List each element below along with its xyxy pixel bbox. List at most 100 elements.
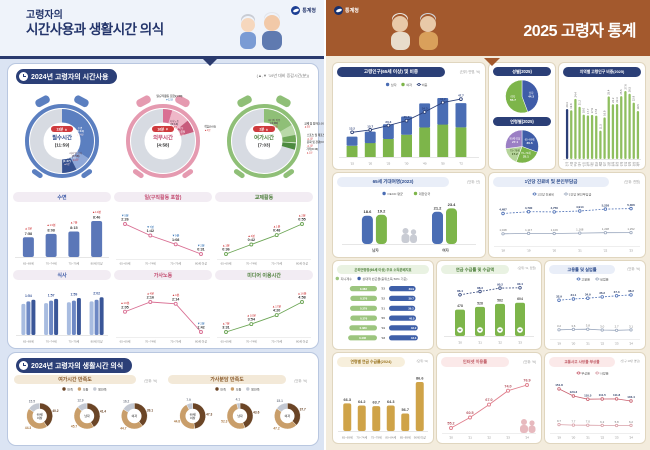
svg-text:남자: 남자 (237, 413, 243, 418)
svg-text:22.9: 22.9 (632, 95, 636, 101)
svg-text:20.3: 20.3 (385, 120, 391, 124)
svg-text:▲1분: ▲1분 (222, 242, 230, 247)
svg-text:44.3: 44.3 (25, 426, 31, 430)
svg-text:'22: '22 (604, 249, 608, 253)
svg-text:16분 ▼: 16분 ▼ (157, 126, 168, 131)
svg-text:'21: '21 (586, 342, 590, 346)
svg-text:7:58: 7:58 (25, 232, 33, 236)
svg-text:4.1: 4.1 (236, 398, 241, 402)
svg-text:17.2: 17.2 (512, 152, 518, 156)
svg-text:(1:58): (1:58) (72, 154, 80, 158)
svg-text:90.4: 90.4 (517, 282, 523, 286)
svg-text:75~79세: 75~79세 (271, 261, 282, 266)
chart-chores-satisfaction: 만족 보통 불만족 47.3 44.8 7.9 65세 이상 43.6 52.3 4.1 남자 37.7… (169, 385, 311, 441)
svg-text:70~74세: 70~74세 (356, 435, 367, 440)
svg-text:8:08: 8:08 (47, 228, 55, 232)
svg-text:'23: '23 (615, 436, 619, 440)
svg-text:스포츠 및 레포츠(0:54): 스포츠 및 레포츠(0:54) (307, 133, 324, 137)
svg-text:16.9: 16.9 (603, 110, 607, 116)
left-poster-title: 고령자의 시간사용과 생활시간 의식 (26, 10, 164, 38)
svg-text:17.7: 17.7 (586, 108, 590, 114)
svg-text:0.376: 0.376 (360, 297, 367, 301)
svg-text:76.9: 76.9 (523, 379, 530, 383)
svg-text:1,252: 1,252 (627, 227, 635, 231)
svg-text:5,306: 5,306 (627, 203, 635, 207)
svg-text:1,048: 1,048 (499, 228, 507, 232)
svg-text:전국: 전국 (565, 161, 569, 166)
svg-text:22.3: 22.3 (615, 97, 619, 103)
svg-text:36.2: 36.2 (599, 291, 605, 295)
svg-text:86.4: 86.4 (457, 289, 463, 293)
elderly-couple-illustration (391, 13, 438, 50)
svg-text:▲14분: ▲14분 (76, 133, 84, 137)
chart-pension: 478 ₩ '20 528 ₩ '21 582 ₩ '22 604 ₩ '23 86.4 88.3 90.2… (440, 275, 538, 345)
svg-text:65~69세: 65~69세 (120, 339, 131, 344)
panel-employment: 고용률 및 실업률 (단위: %) 고용률 실업률 32.9 34.1 34.9 36.2… (544, 260, 646, 350)
svg-text:80세 이상: 80세 이상 (296, 339, 308, 344)
svg-text:'20: '20 (552, 249, 556, 253)
svg-text:0:42: 0:42 (248, 238, 255, 242)
svg-text:이상: 이상 (37, 415, 43, 420)
svg-text:86.6: 86.6 (416, 377, 423, 381)
svg-text:7.7: 7.7 (571, 419, 575, 423)
unit-label: (인구 10만 명당) (620, 359, 640, 363)
svg-text:₩: ₩ (519, 328, 522, 332)
svg-text:▲10분: ▲10분 (247, 312, 256, 317)
svg-text:▼2분: ▼2분 (197, 320, 205, 325)
svg-text:대전: 대전 (590, 161, 594, 166)
svg-text:8:46: 8:46 (93, 216, 101, 220)
svg-text:(1:33): (1:33) (177, 129, 185, 133)
svg-text:'24: '24 (629, 342, 633, 346)
svg-text:16.2: 16.2 (123, 400, 129, 404)
svg-text:18.0: 18.0 (582, 107, 586, 113)
svg-text:64.3: 64.3 (387, 400, 394, 404)
svg-text:25.4: 25.4 (607, 89, 611, 95)
right-poster-title: 2025 고령자 통계 (523, 23, 636, 40)
svg-text:70~74세: 70~74세 (521, 151, 531, 155)
svg-text:1인당 본인부담금: 1인당 본인부담금 (569, 191, 592, 196)
chart-card-social: 교제활동 0:36 ▲1분 65~69세 0:42 ▲4분 70~74세 0:48 ▲1분 75… (215, 192, 313, 268)
svg-text:38.2: 38.2 (628, 289, 634, 293)
svg-text:41.4: 41.4 (100, 410, 106, 414)
svg-text:OECD 평균: OECD 평균 (387, 191, 403, 196)
svg-text:이동: 이동 (179, 126, 184, 130)
panel-internet-usage: 인터넷 이용률 (단위: %) 55.2 '20 60.5 '21 67.0 '22 74.… (436, 352, 542, 444)
svg-text:충남: 충남 (615, 161, 619, 166)
svg-text:15.7: 15.7 (367, 124, 373, 128)
panel-traffic-accident: 교통사고 사망률·부상률 (인구 10만 명당) 부상률 사망률 151.8 123.… (544, 352, 646, 444)
svg-text:3:54: 3:54 (248, 318, 256, 322)
svg-text:15.5: 15.5 (29, 399, 35, 403)
svg-text:'18: '18 (381, 336, 385, 340)
svg-text:4,914: 4,914 (576, 205, 584, 209)
svg-text:4,790: 4,790 (525, 206, 533, 210)
svg-text:'72: '72 (459, 162, 463, 166)
svg-text:3.2: 3.2 (557, 324, 561, 328)
svg-text:전북: 전북 (619, 161, 623, 166)
chart-title-housework: 가사노동 (114, 270, 212, 280)
svg-text:(2:14): (2:14) (171, 122, 179, 126)
svg-text:19.5: 19.5 (636, 104, 640, 110)
svg-text:남자: 남자 (529, 91, 534, 95)
panel-title-life-expectancy: 65세 기대여명(2023) (337, 177, 449, 187)
svg-text:▲1분: ▲1분 (273, 223, 281, 228)
svg-text:'19: '19 (527, 249, 531, 253)
panel-income-distribution: 은퇴연령층(66세 이상) 주요 소득분배지표 지니계수 상대적 빈곤율(중위소득… (332, 260, 434, 350)
svg-text:26.5: 26.5 (628, 86, 632, 92)
svg-text:▲1분: ▲1분 (306, 151, 313, 155)
svg-text:(8:14): (8:14) (76, 129, 84, 133)
svg-text:2.7: 2.7 (615, 325, 619, 329)
svg-text:인천: 인천 (582, 161, 586, 166)
left-header: 고령자의 시간사용과 생활시간 의식 통계청 (0, 0, 324, 66)
svg-text:▼7분: ▼7분 (147, 224, 155, 229)
svg-text:'25: '25 (386, 162, 390, 166)
svg-text:65~69세: 65~69세 (525, 137, 535, 141)
svg-text:111.8: 111.8 (613, 393, 621, 397)
unit-label: (단위: %) (627, 267, 640, 271)
svg-text:충북: 충북 (611, 161, 615, 166)
svg-text:45.7: 45.7 (71, 424, 77, 428)
svg-text:39.3: 39.3 (408, 306, 414, 310)
svg-text:▲1분: ▲1분 (307, 137, 314, 141)
svg-text:6.2: 6.2 (629, 420, 633, 424)
svg-text:3:31: 3:31 (222, 326, 229, 330)
svg-text:2:26: 2:26 (121, 218, 128, 222)
